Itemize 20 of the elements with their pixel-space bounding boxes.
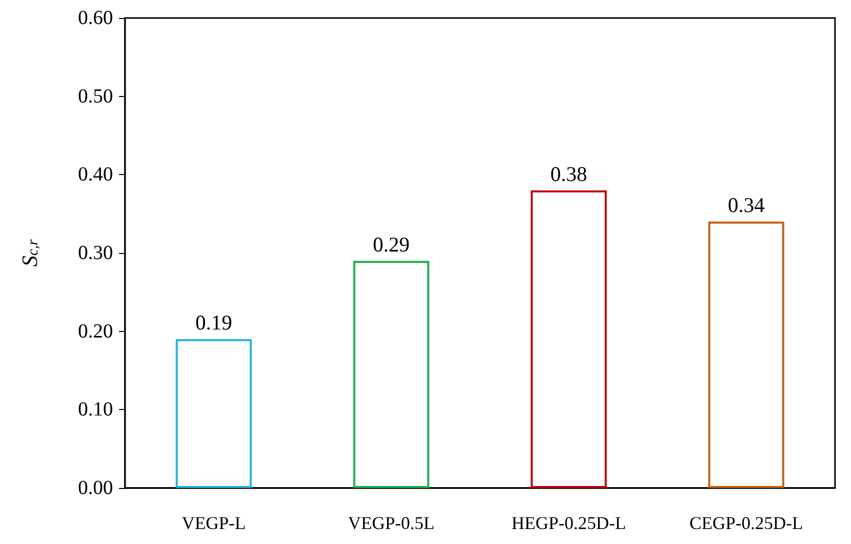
y-tick-label: 0.40 bbox=[78, 164, 113, 186]
data-label: 0.34 bbox=[728, 193, 766, 218]
y-tick-label: 0.20 bbox=[78, 320, 113, 342]
y-tick-label: 0.10 bbox=[78, 398, 113, 421]
bar bbox=[530, 190, 607, 488]
y-tick-label: 0.30 bbox=[78, 242, 113, 264]
y-tick-label: 0.50 bbox=[78, 85, 113, 108]
data-label: 0.19 bbox=[195, 310, 232, 335]
x-tick-label: VEGP-0.5L bbox=[348, 513, 434, 533]
y-tick-label: 0.00 bbox=[78, 477, 113, 499]
bar bbox=[708, 222, 784, 488]
data-label: 0.29 bbox=[372, 232, 410, 256]
x-tick-label: CEGP-0.25D-L bbox=[690, 513, 803, 533]
data-label: 0.38 bbox=[550, 162, 588, 186]
bar bbox=[353, 260, 430, 488]
bar bbox=[176, 339, 252, 488]
x-tick-label: VEGP-L bbox=[182, 513, 246, 533]
y-axis-title: Sc,r bbox=[17, 239, 42, 267]
y-tick-label: 0.60 bbox=[78, 7, 113, 29]
x-tick-label: HEGP-0.25D-L bbox=[512, 513, 626, 533]
